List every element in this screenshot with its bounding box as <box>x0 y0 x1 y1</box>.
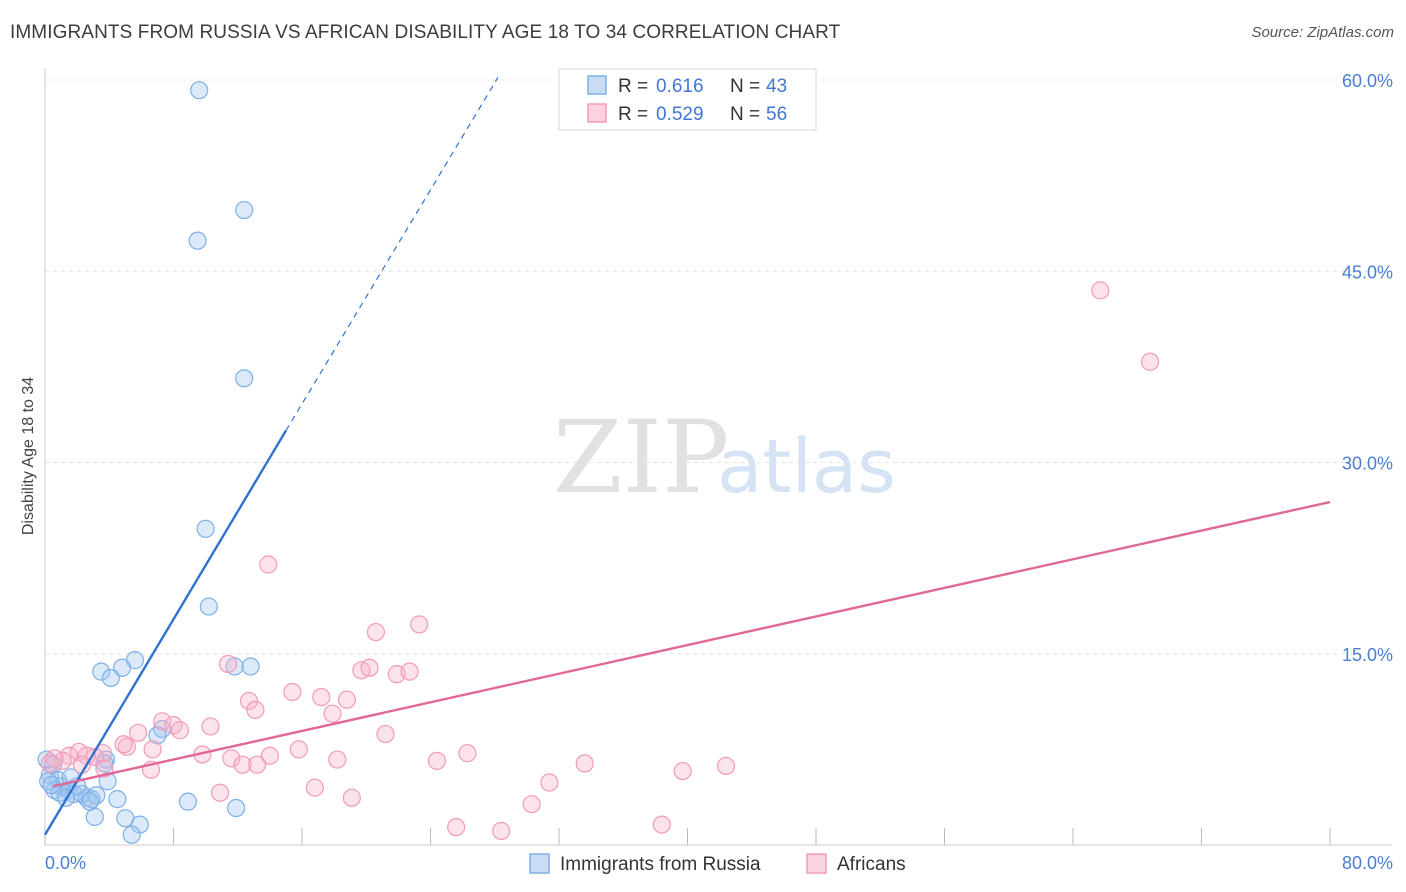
chart-title: IMMIGRANTS FROM RUSSIA VS AFRICAN DISABI… <box>10 22 841 43</box>
x-tick-labels: 0.0% 80.0% <box>45 853 1393 873</box>
africans-point-54 <box>447 818 466 837</box>
legend-r-value-africans: 0.529 <box>656 104 704 125</box>
africans-point-18 <box>170 721 190 740</box>
russia-point-5 <box>199 597 218 616</box>
y-tick-label-2: 45.0% <box>1342 262 1393 282</box>
legend-n-value-africans: 56 <box>766 104 787 125</box>
africans-point-53 <box>492 821 511 841</box>
africans-point-9 <box>219 654 238 674</box>
bottom-legend-swatch-russia <box>529 853 550 874</box>
africans-point-26 <box>222 749 241 768</box>
africans-point-24 <box>143 740 162 759</box>
africans-point-23 <box>114 735 133 754</box>
legend-n-value-russia: 43 <box>766 76 787 97</box>
legend-n-label-russia: N = <box>730 76 760 97</box>
africans-point-45 <box>45 749 64 768</box>
africans-point-6 <box>360 658 379 677</box>
russia-point-17 <box>108 789 127 809</box>
africans-point-27 <box>260 746 279 765</box>
africans-point-19 <box>201 717 220 736</box>
africans-point-35 <box>540 773 559 792</box>
legend-n-label-africans: N = <box>730 104 760 125</box>
watermark-atlas: atlas <box>717 424 896 510</box>
y-tick-label-1: 30.0% <box>1342 454 1393 474</box>
africans-point-55 <box>652 815 671 834</box>
africans-point-8 <box>400 662 419 681</box>
africans-trend-line <box>52 500 1331 788</box>
africans-point-33 <box>458 744 477 763</box>
africans-point-15 <box>323 704 342 723</box>
africans-point-13 <box>239 691 259 711</box>
africans-point-51 <box>716 756 736 776</box>
legend-swatch-russia <box>587 75 607 95</box>
russia-point-42 <box>85 807 104 827</box>
y-axis-label: Disability Age 18 to 34 <box>20 377 37 535</box>
africans-point-1 <box>1140 352 1160 371</box>
africans-point-22 <box>117 737 137 756</box>
russia-point-38 <box>80 792 100 811</box>
y-tick-label-3: 60.0% <box>1342 71 1393 91</box>
africans-point-4 <box>366 622 385 642</box>
y-tick-labels: 15.0% 30.0% 45.0% 60.0% <box>1342 71 1393 665</box>
legend-r-label-russia: R = <box>618 76 648 97</box>
russia-point-20 <box>122 825 141 844</box>
trend-lines <box>43 77 1331 836</box>
russia-point-3 <box>235 369 254 388</box>
russia-point-21 <box>178 792 198 811</box>
grid-lines <box>45 79 1392 655</box>
source-credit: Source: ZipAtlas.com <box>1251 24 1394 41</box>
stats-legend: R = 0.616 N = 43 R = 0.529 N = 56 <box>558 68 817 131</box>
africans-point-32 <box>427 751 447 770</box>
bottom-legend-label-africans: Africans <box>837 854 906 875</box>
russia-point-0 <box>190 81 209 100</box>
watermark-zip: ZIP <box>553 399 729 516</box>
legend-r-label-africans: R = <box>618 104 648 125</box>
africans-point-50 <box>673 761 692 781</box>
russia-point-1 <box>235 200 254 220</box>
russia-point-2 <box>188 231 207 250</box>
africans-point-16 <box>153 712 172 731</box>
russia-trend-extension <box>285 77 499 431</box>
russia-point-9 <box>101 668 120 688</box>
russia-point-22 <box>227 798 246 818</box>
axes <box>44 68 1392 846</box>
legend-r-value-russia: 0.616 <box>656 76 704 97</box>
y-tick-label-0: 15.0% <box>1342 645 1393 665</box>
africans-point-37 <box>342 788 361 807</box>
russia-trend-line <box>43 430 287 836</box>
bottom-legend-label-russia: Immigrants from Russia <box>560 854 761 875</box>
x-tick-label-0: 0.0% <box>45 853 86 873</box>
africans-point-3 <box>410 615 429 634</box>
x-tick-label-1: 80.0% <box>1342 853 1393 873</box>
africans-point-29 <box>328 750 347 769</box>
africans-point-10 <box>283 682 302 702</box>
africans-point-52 <box>522 795 541 814</box>
africans-point-36 <box>305 778 324 797</box>
africans-point-46 <box>40 754 59 773</box>
africans-point-31 <box>233 755 252 774</box>
russia-point-13 <box>148 726 167 745</box>
russia-point-4 <box>196 519 215 538</box>
russia-point-7 <box>112 658 132 677</box>
africans-point-11 <box>312 687 331 707</box>
data-points <box>37 81 1160 844</box>
africans-point-0 <box>1091 281 1110 300</box>
russia-point-10 <box>241 657 260 676</box>
legend-swatch-africans <box>587 103 607 123</box>
africans-point-2 <box>259 555 278 574</box>
africans-point-30 <box>247 755 267 774</box>
africans-point-14 <box>246 700 265 719</box>
series-legend: Immigrants from Russia Africans <box>529 853 906 875</box>
bottom-legend-swatch-africans <box>806 853 827 874</box>
russia-point-8 <box>92 662 111 681</box>
africans-point-28 <box>289 740 308 759</box>
africans-point-38 <box>210 783 230 802</box>
africans-point-21 <box>376 724 395 744</box>
africans-point-34 <box>575 754 594 773</box>
africans-point-20 <box>129 723 148 742</box>
africans-point-12 <box>337 690 357 709</box>
